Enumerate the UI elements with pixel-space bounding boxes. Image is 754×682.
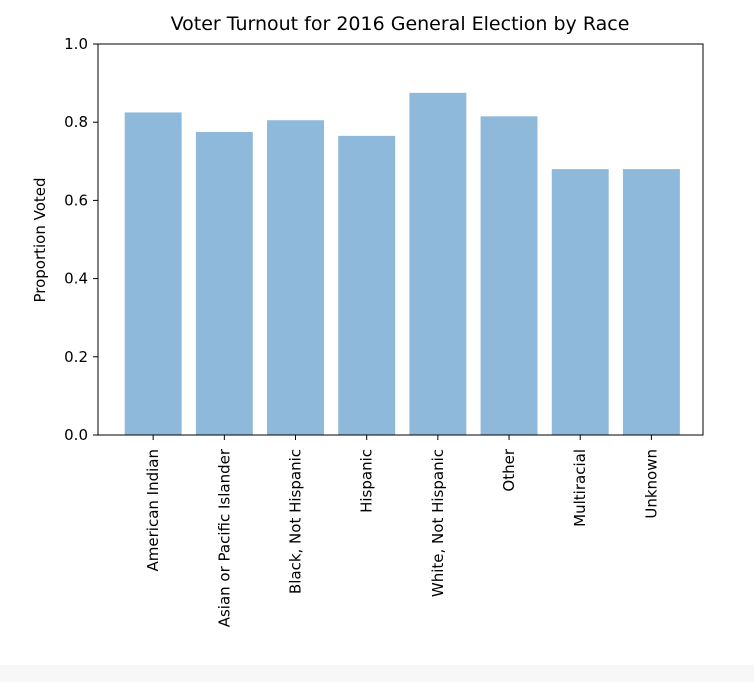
bar [124, 112, 182, 436]
x-tick-label: Other [500, 448, 518, 491]
chart-title: Voter Turnout for 2016 General Election … [171, 13, 630, 35]
plot-frame [97, 43, 704, 436]
x-axis: American Indian Asian or Pacific Islander… [144, 435, 660, 627]
y-axis: 0.0 0.2 0.4 0.6 0.8 1.0 [64, 35, 98, 444]
x-tick-label: American Indian [144, 449, 162, 571]
bar [338, 135, 396, 435]
bar [480, 116, 538, 436]
bar [551, 169, 609, 435]
y-tick-label: 0.2 [64, 348, 88, 366]
x-tick-label: Unknown [642, 449, 660, 519]
bar [409, 92, 467, 435]
x-tick-label: Hispanic [358, 449, 376, 513]
x-tick-label: Multiracial [571, 449, 589, 527]
y-tick-label: 0.4 [64, 270, 88, 288]
bars-layer [124, 92, 680, 436]
x-tick-label: Black, Not Hispanic [287, 449, 305, 594]
y-tick-label: 0.8 [64, 113, 88, 131]
bottom-strip [0, 665, 754, 682]
y-axis-label: Proportion Voted [31, 177, 49, 302]
x-tick-label: White, Not Hispanic [429, 449, 447, 597]
bar [267, 120, 324, 436]
y-tick-label: 0.6 [64, 191, 88, 209]
y-tick-label: 0.0 [64, 426, 88, 444]
x-tick-label: Asian or Pacific Islander [215, 448, 233, 627]
bar [195, 131, 253, 435]
y-tick-label: 1.0 [64, 35, 88, 53]
bar [622, 169, 680, 435]
